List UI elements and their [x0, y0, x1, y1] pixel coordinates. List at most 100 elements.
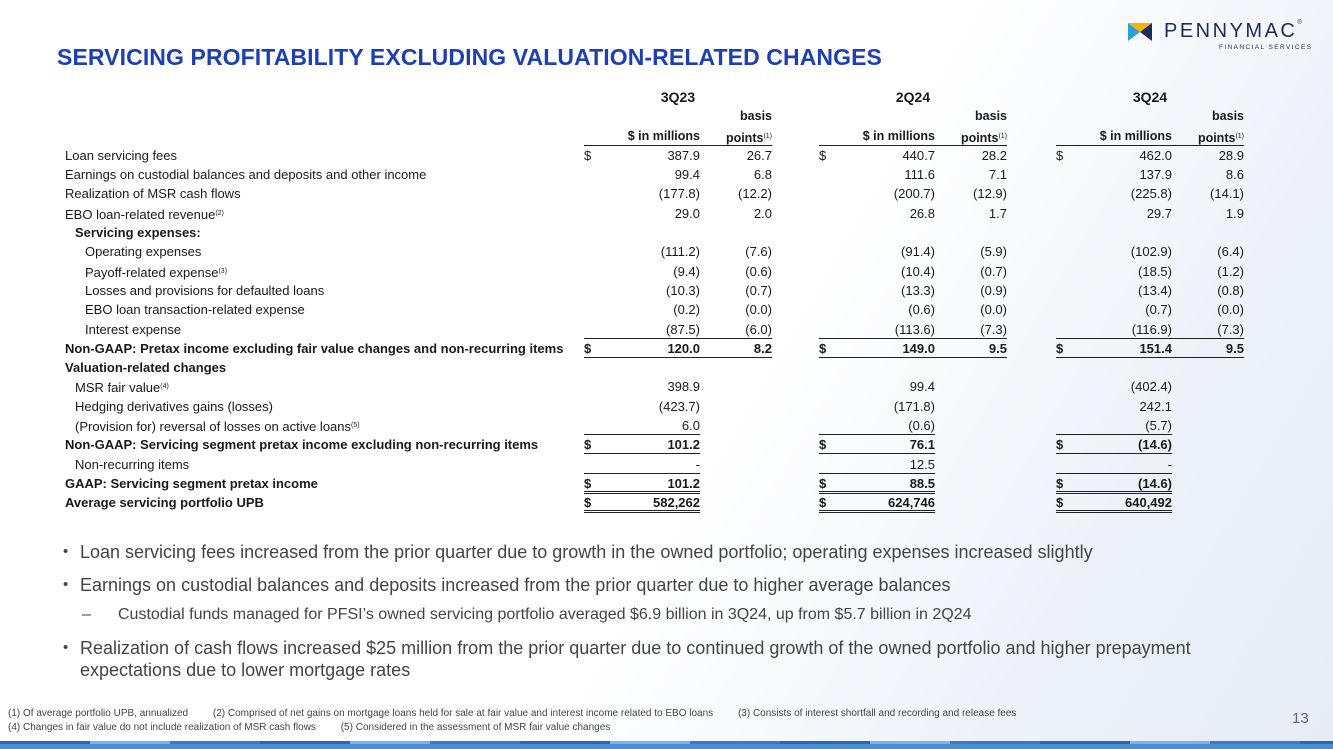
value-3q24: (14.6): [1138, 475, 1172, 491]
dollar-sign: $: [819, 437, 827, 453]
value-3q24: (0.7): [1145, 302, 1172, 318]
value-3q23: 582,262: [653, 495, 700, 511]
value-2q24: 26.8: [909, 205, 935, 221]
value-3q23: 99.4: [674, 167, 700, 183]
section-heading: Valuation-related changes: [65, 360, 227, 376]
value-3q23: (0.2): [673, 302, 700, 318]
table-row: Loan servicing fees $ 387.9 26.7 $ 440.7…: [63, 146, 1253, 165]
bps-2q24: 7.1: [988, 167, 1007, 183]
value-3q24: 151.4: [1139, 340, 1172, 356]
total-double-rule: [819, 490, 935, 494]
dollar-sign: $: [584, 340, 592, 356]
bps-2q24: (0.7): [980, 263, 1007, 279]
footnotes: (1) Of average portfolio UPB, annualized…: [8, 707, 1038, 735]
dollar-sign: $: [1056, 475, 1064, 491]
value-3q23: (87.5): [666, 321, 700, 337]
bps-3q24: 1.9: [1225, 205, 1244, 221]
value-3q24: (102.9): [1130, 244, 1172, 260]
row-label: Loan servicing fees: [65, 147, 178, 163]
bps-2q24: 9.5: [988, 340, 1007, 356]
bps-3q23: (0.0): [745, 302, 772, 318]
value-3q24: (18.5): [1138, 263, 1172, 279]
value-header: $ in millions: [1099, 128, 1172, 143]
header-underline: [584, 144, 772, 146]
dollar-sign: $: [584, 495, 592, 511]
commentary-bullets: Loan servicing fees increased from the p…: [63, 541, 1283, 681]
servicing-profitability-table: 3Q23 2Q24 3Q24 basis basis basis $ in mi…: [63, 88, 1253, 514]
pennymac-mark-icon: [1128, 23, 1152, 41]
dollar-sign: $: [584, 147, 592, 163]
row-label: Non-GAAP: Servicing segment pretax incom…: [65, 437, 539, 453]
value-3q24: (5.7): [1145, 418, 1172, 434]
dollar-sign: $: [1056, 437, 1064, 453]
value-2q24: (0.6): [908, 418, 935, 434]
bps-3q23: (6.0): [745, 321, 772, 337]
dollar-sign: $: [584, 475, 592, 491]
total-row: Average servicing portfolio UPB $ 582,26…: [63, 493, 1253, 514]
basis-header: basis: [740, 109, 772, 124]
column-header-row-1: basis basis basis: [63, 107, 1253, 126]
value-header: $ in millions: [862, 128, 935, 143]
quarter-header-row: 3Q23 2Q24 3Q24: [63, 88, 1253, 107]
subtotal-rule: [584, 472, 700, 474]
value-3q24: 462.0: [1139, 147, 1172, 163]
footnote: (2) Comprised of net gains on mortgage l…: [212, 708, 714, 719]
total-row: GAAP: Servicing segment pretax income $ …: [63, 474, 1253, 494]
quarter-header: 3Q23: [660, 89, 696, 105]
dollar-sign: $: [819, 475, 827, 491]
table-row: Operating expenses (111.2) (7.6) (91.4) …: [63, 242, 1253, 261]
bps-2q24: (5.9): [980, 244, 1007, 260]
bps-2q24: (7.3): [980, 321, 1007, 337]
value-2q24: (10.4): [901, 263, 935, 279]
value-2q24: (91.4): [901, 244, 935, 260]
row-label: Operating expenses: [85, 244, 202, 260]
value-2q24: (0.6): [908, 302, 935, 318]
subtotal-rule: [819, 434, 935, 436]
row-label: Earnings on custodial balances and depos…: [65, 167, 427, 183]
row-label: GAAP: Servicing segment pretax income: [65, 475, 318, 491]
value-3q24: (225.8): [1130, 186, 1172, 202]
subtotal-rule: [1056, 337, 1244, 339]
row-label: (Provision for) reversal of losses on ac…: [75, 419, 360, 435]
bps-3q24: (1.2): [1217, 263, 1244, 279]
value-3q23: (10.3): [666, 282, 700, 298]
table-row: Non-recurring items - 12.5 -: [63, 455, 1253, 474]
dollar-sign: $: [584, 437, 592, 453]
footnote: (3) Consists of interest shortfall and r…: [737, 708, 1017, 719]
section-heading: Servicing expenses:: [75, 225, 201, 241]
subtotal-rule: [584, 356, 772, 358]
bps-2q24: 1.7: [988, 205, 1007, 221]
value-3q24: (13.4): [1138, 282, 1172, 298]
section-heading-row: Valuation-related changes: [63, 358, 1253, 377]
bps-3q23: 26.7: [746, 147, 772, 163]
value-2q24: (113.6): [894, 321, 935, 337]
table-row: EBO loan transaction-related expense (0.…: [63, 300, 1253, 319]
footnote: (1) Of average portfolio UPB, annualized: [8, 708, 189, 719]
bps-2q24: 28.2: [981, 147, 1007, 163]
bps-3q24: (0.0): [1217, 302, 1244, 318]
page-title: SERVICING PROFITABILITY EXCLUDING VALUAT…: [57, 44, 882, 70]
total-double-rule: [584, 510, 700, 514]
bps-3q23: (0.6): [745, 263, 772, 279]
table-row: (Provision for) reversal of losses on ac…: [63, 416, 1253, 436]
footnote: (4) Changes in fair value do not include…: [8, 722, 316, 733]
subtotal-rule: [1056, 434, 1172, 436]
header-underline: [1056, 144, 1244, 146]
basis-header: basis: [975, 109, 1007, 124]
dollar-sign: $: [819, 147, 827, 163]
row-label: Average servicing portfolio UPB: [65, 495, 264, 511]
value-3q23: 387.9: [667, 147, 700, 163]
bullet-item: Loan servicing fees increased from the p…: [63, 541, 1283, 563]
total-double-rule: [584, 490, 700, 494]
dollar-sign: $: [819, 340, 827, 356]
value-2q24: 624,746: [888, 495, 935, 511]
value-3q24: 137.9: [1139, 167, 1172, 183]
value-3q24: 29.7: [1146, 205, 1172, 221]
row-label: Losses and provisions for defaulted loan…: [85, 282, 325, 298]
row-label: Realization of MSR cash flows: [65, 186, 241, 202]
section-heading-row: Servicing expenses:: [63, 223, 1253, 242]
dollar-sign: $: [819, 495, 827, 511]
value-2q24: 76.1: [909, 437, 935, 453]
value-2q24: (13.3): [901, 282, 935, 298]
value-3q23: 101.2: [667, 475, 700, 491]
